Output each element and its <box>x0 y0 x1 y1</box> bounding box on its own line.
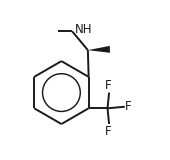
Polygon shape <box>88 46 110 53</box>
Text: NH: NH <box>74 23 92 36</box>
Text: F: F <box>105 79 112 92</box>
Text: F: F <box>105 125 112 138</box>
Text: F: F <box>125 100 132 113</box>
